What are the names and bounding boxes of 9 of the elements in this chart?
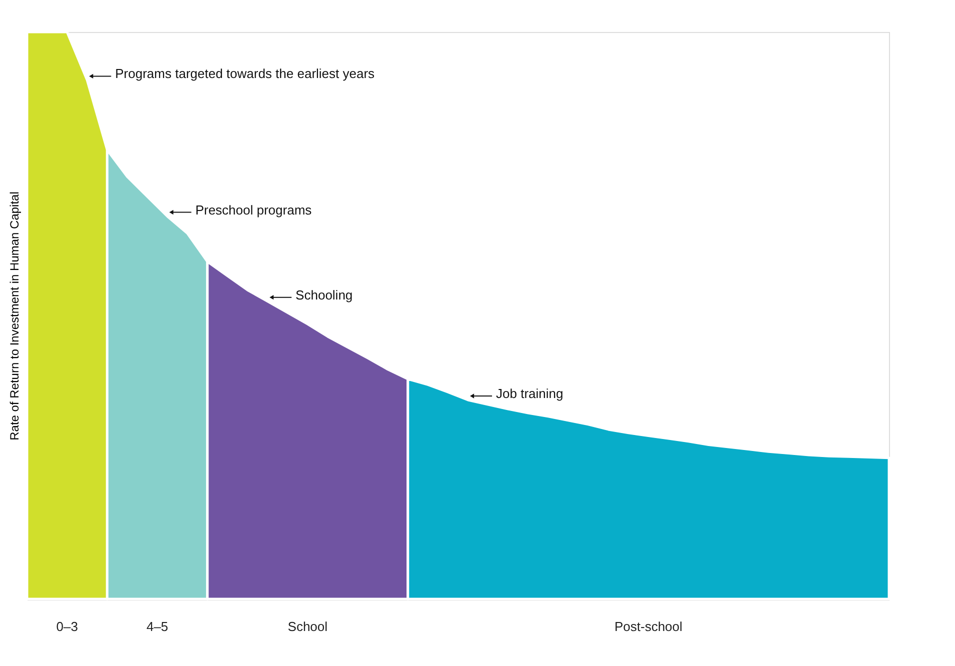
annotation: Schooling: [296, 287, 353, 302]
annotation: Job training: [496, 386, 564, 401]
annotation: Preschool programs: [195, 202, 312, 218]
annotation: Programs targeted towards the earliest years: [115, 66, 376, 82]
y-axis-title: Rate of Return to Investment in Human Capital: [8, 192, 22, 440]
series-label: 4–5: [146, 619, 168, 634]
series-label: 0–3: [56, 619, 78, 634]
series-label: Post-school: [614, 619, 683, 634]
series-label: School: [288, 619, 328, 634]
